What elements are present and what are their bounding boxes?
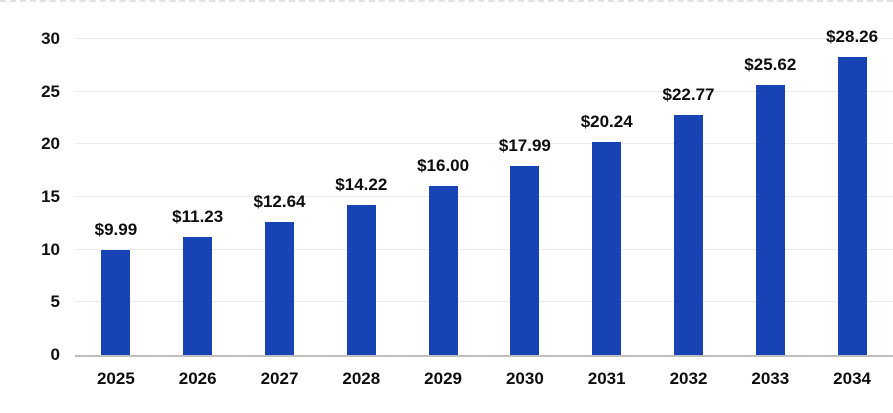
bar xyxy=(510,165,540,355)
x-axis-tick-label: 2030 xyxy=(505,369,544,388)
x-axis-tick-label: 2026 xyxy=(178,369,217,388)
bar-value-label: $20.24 xyxy=(580,111,633,131)
bar xyxy=(265,221,294,355)
y-axis-tick-label: 20 xyxy=(41,134,60,154)
gridline xyxy=(75,90,893,92)
bar-value-label: $22.77 xyxy=(662,85,715,105)
y-axis-tick-label: 10 xyxy=(41,239,60,259)
gridline xyxy=(75,143,893,145)
bar-value-label: $12.64 xyxy=(253,191,306,211)
bar xyxy=(183,236,213,355)
x-axis-tick-label: 2031 xyxy=(587,369,626,388)
bar xyxy=(837,57,867,355)
bar-value-label: $16.00 xyxy=(417,156,470,176)
y-axis-tick-label: 30 xyxy=(41,29,60,48)
gridline xyxy=(75,301,893,303)
x-axis-line xyxy=(75,355,893,357)
top-dashed-border xyxy=(0,0,893,2)
bar xyxy=(592,141,622,355)
y-axis-tick-label: 25 xyxy=(41,81,60,101)
x-axis-tick-label: 2034 xyxy=(833,369,871,388)
y-axis-tick-label: 5 xyxy=(50,292,60,312)
gridline xyxy=(75,38,893,39)
bar-value-label: $25.62 xyxy=(744,55,797,75)
bar-value-label: $17.99 xyxy=(498,135,551,155)
bar xyxy=(674,115,703,355)
y-axis-tick-label: 0 xyxy=(50,345,60,364)
x-axis-tick-label: 2032 xyxy=(669,369,708,388)
x-axis-tick-label: 2027 xyxy=(260,369,299,388)
bar xyxy=(428,186,458,355)
gridline xyxy=(75,248,893,250)
x-axis-tick-label: 2025 xyxy=(96,369,135,388)
x-axis-tick-label: 2028 xyxy=(342,369,381,388)
bar-value-label: $14.22 xyxy=(335,175,388,195)
bar xyxy=(346,205,376,355)
bar-value-label: $28.26 xyxy=(826,27,879,47)
bar xyxy=(101,249,131,355)
x-axis-tick-label: 2029 xyxy=(424,369,462,388)
bar-value-label: $9.99 xyxy=(94,219,138,239)
x-axis-tick-label: 2033 xyxy=(751,369,790,388)
bar xyxy=(755,85,785,355)
y-axis-tick-label: 15 xyxy=(41,187,60,206)
gridline xyxy=(75,196,893,197)
bar-value-label: $11.23 xyxy=(172,206,224,226)
